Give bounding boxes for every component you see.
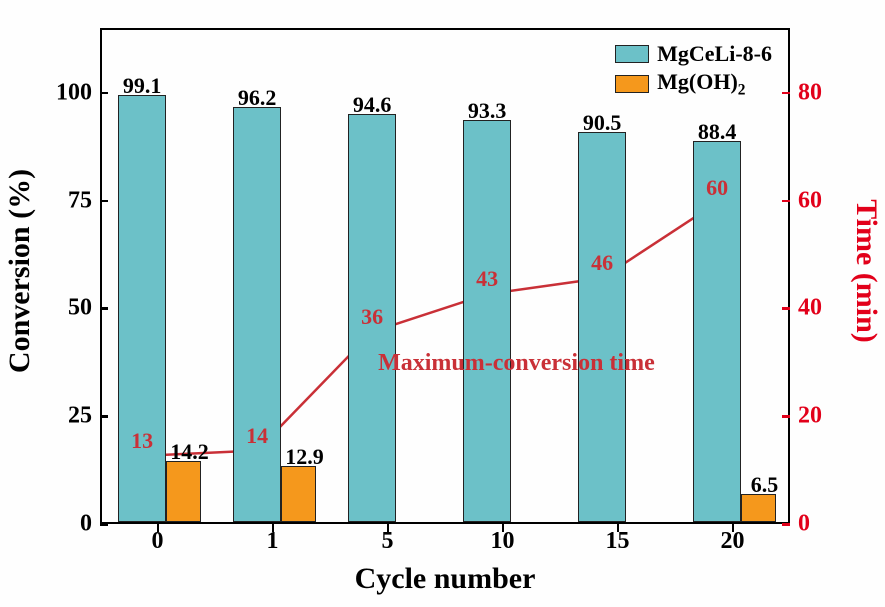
x-tick-mark [387, 524, 390, 532]
y-left-tick-label: 50 [68, 295, 92, 322]
y-left-tick-mark [100, 200, 108, 203]
legend: MgCeLi-8-6 Mg(OH)2 [607, 35, 780, 105]
y-right-tick-mark [782, 92, 790, 95]
bar-label-a: 93.3 [468, 98, 507, 124]
x-tick-label: 10 [491, 528, 515, 555]
x-axis-title: Cycle number [100, 562, 790, 596]
bar-series-b [741, 494, 776, 522]
x-tick-label: 0 [152, 528, 164, 555]
y-left-tick-mark [100, 415, 108, 418]
bar-label-b: 12.9 [285, 444, 324, 470]
bar-series-a [578, 132, 626, 522]
bar-series-a [118, 95, 166, 522]
x-tick-mark [272, 524, 275, 532]
bar-label-b: 6.5 [751, 472, 779, 498]
x-tick-label: 5 [382, 528, 394, 555]
line-point-label: 60 [706, 175, 728, 201]
legend-swatch-a [615, 45, 649, 63]
bar-label-a: 94.6 [353, 92, 392, 118]
legend-item-b: Mg(OH)2 [615, 69, 772, 99]
bar-label-b: 14.2 [170, 439, 209, 465]
legend-item-a: MgCeLi-8-6 [615, 41, 772, 67]
bar-label-a: 90.5 [583, 110, 622, 136]
line-point-label: 13 [131, 428, 153, 454]
bar-label-a: 99.1 [123, 73, 162, 99]
y-right-tick-label: 40 [798, 295, 822, 322]
x-tick-mark [617, 524, 620, 532]
y-right-tick-label: 80 [798, 79, 822, 106]
y-right-tick-mark [782, 523, 790, 526]
bar-label-a: 96.2 [238, 85, 277, 111]
legend-swatch-b [615, 75, 649, 93]
bar-series-a [463, 120, 511, 522]
x-tick-mark [157, 524, 160, 532]
x-tick-mark [732, 524, 735, 532]
x-tick-label: 20 [721, 528, 745, 555]
bar-series-a [233, 107, 281, 522]
bar-series-b [281, 466, 316, 522]
legend-label-b: Mg(OH)2 [657, 69, 745, 99]
conversion-time-chart: Conversion (%) Time (min) Cycle number M… [0, 0, 885, 607]
y-left-tick-label: 100 [56, 79, 92, 106]
bar-label-a: 88.4 [698, 119, 737, 145]
y-right-axis-title: Time (min) [849, 23, 883, 519]
y-left-tick-label: 75 [68, 187, 92, 214]
line-series-annotation: Maximum-conversion time [378, 350, 655, 377]
y-right-tick-mark [782, 307, 790, 310]
y-left-tick-label: 0 [80, 511, 92, 538]
max-conversion-time-line [142, 203, 717, 456]
y-left-tick-mark [100, 92, 108, 95]
y-left-axis-title: Conversion (%) [3, 23, 37, 519]
line-point-label: 46 [591, 250, 613, 276]
y-right-tick-label: 20 [798, 403, 822, 430]
y-left-tick-mark [100, 523, 108, 526]
line-point-label: 14 [246, 423, 268, 449]
y-right-tick-label: 0 [798, 511, 810, 538]
y-right-tick-mark [782, 200, 790, 203]
line-point-label: 43 [476, 266, 498, 292]
legend-label-a: MgCeLi-8-6 [657, 41, 772, 67]
y-left-tick-label: 25 [68, 403, 92, 430]
y-right-tick-mark [782, 415, 790, 418]
x-tick-mark [502, 524, 505, 532]
x-tick-label: 15 [606, 528, 630, 555]
line-point-label: 36 [361, 304, 383, 330]
bar-series-b [166, 461, 201, 522]
y-left-tick-mark [100, 307, 108, 310]
y-right-tick-label: 60 [798, 187, 822, 214]
plot-area: MgCeLi-8-6 Mg(OH)2 99.1 14.2 96.2 12.9 94.6 9… [100, 28, 790, 524]
x-tick-label: 1 [267, 528, 279, 555]
